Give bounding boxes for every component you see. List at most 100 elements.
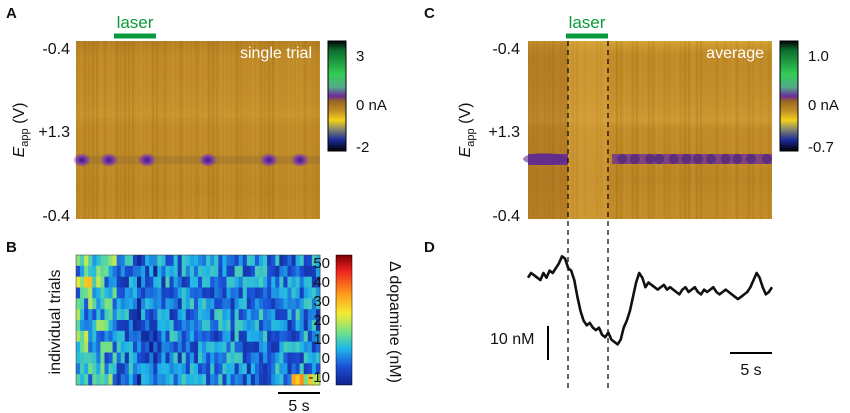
heatmap-stripe xyxy=(228,41,230,219)
trial-cell xyxy=(153,352,158,364)
trial-cell xyxy=(198,341,203,353)
trial-cell xyxy=(283,298,288,310)
trial-cell xyxy=(242,287,248,299)
trial-cell xyxy=(145,330,150,343)
heatmap-stripe xyxy=(244,41,246,219)
trial-cell xyxy=(173,363,179,375)
trial-cell xyxy=(307,255,313,267)
trial-cell xyxy=(100,255,105,267)
trial-cell xyxy=(137,276,142,288)
trial-cell xyxy=(315,341,321,353)
trial-cell xyxy=(279,320,284,332)
trial-cell xyxy=(185,276,191,288)
trial-cell xyxy=(210,320,215,332)
trial-cell xyxy=(185,255,191,267)
trial-cell xyxy=(202,363,207,375)
trial-cell xyxy=(283,374,288,386)
trial-cell xyxy=(193,309,199,321)
trial-cell xyxy=(100,320,105,332)
heatmap-stripe xyxy=(744,41,746,219)
trial-cell xyxy=(202,287,207,299)
trial-cell xyxy=(279,276,284,288)
trial-cell xyxy=(124,330,130,343)
trial-cell xyxy=(193,374,199,386)
trial-cell xyxy=(287,276,292,288)
trial-cell xyxy=(198,287,203,299)
trial-cell xyxy=(246,265,252,278)
panel-a-colorbar-max: 3 xyxy=(356,48,364,65)
trial-cell xyxy=(283,320,288,332)
trial-cell xyxy=(259,276,264,288)
heatmap-stripe xyxy=(680,41,682,219)
trial-cell xyxy=(271,363,276,375)
trial-cell xyxy=(153,276,158,288)
trial-cell xyxy=(88,374,93,386)
trial-cell xyxy=(189,374,195,386)
heatmap-stripe xyxy=(564,41,566,219)
panel-d-letter: D xyxy=(424,239,435,256)
trial-cell xyxy=(234,374,240,386)
svg-text:Eapp (V): Eapp (V) xyxy=(457,103,477,158)
trial-cell xyxy=(84,363,89,375)
trial-cell xyxy=(153,320,158,332)
trial-cell xyxy=(287,320,292,332)
trial-cell xyxy=(238,276,244,288)
trial-cell xyxy=(161,374,166,386)
trial-cell xyxy=(108,287,113,299)
trial-cell xyxy=(112,276,118,288)
trial-cell xyxy=(128,255,134,267)
oxidation-band-baseline xyxy=(76,156,320,164)
trial-cell xyxy=(76,276,81,288)
trial-cell xyxy=(149,255,154,267)
trial-cell xyxy=(104,309,109,321)
trial-cell xyxy=(295,276,301,288)
trial-cell xyxy=(202,265,207,278)
trial-cell xyxy=(214,374,219,386)
trial-cell xyxy=(185,352,191,364)
trial-cell xyxy=(259,255,264,267)
trial-cell xyxy=(287,255,292,267)
trial-cell xyxy=(218,374,223,386)
trial-cell xyxy=(177,276,183,288)
panel-b-heatmap-frame xyxy=(75,254,321,386)
heatmap-stripe xyxy=(288,41,290,219)
trial-cell xyxy=(76,341,81,353)
trial-cell xyxy=(287,352,292,364)
oxidation-band-node xyxy=(681,154,692,164)
heatmap-stripe xyxy=(140,41,142,219)
trial-cell xyxy=(303,298,309,310)
heatmap-stripe xyxy=(764,41,766,219)
trial-cell xyxy=(206,374,211,386)
trial-cell xyxy=(108,298,113,310)
trial-cell xyxy=(165,330,170,343)
trial-cell xyxy=(169,276,174,288)
trial-cell xyxy=(267,276,272,288)
trial-cell xyxy=(177,287,183,299)
trial-cell xyxy=(165,320,170,332)
trial-cell xyxy=(169,363,174,375)
heatmap-stripe xyxy=(156,41,158,219)
trial-cell xyxy=(157,363,162,375)
trial-cell xyxy=(299,341,305,353)
trial-cell xyxy=(80,265,85,278)
trial-cell xyxy=(263,276,268,288)
trial-cell xyxy=(108,320,113,332)
trial-cell xyxy=(259,320,264,332)
trial-cell xyxy=(132,352,138,364)
heatmap-stripe xyxy=(584,41,586,219)
trial-cell xyxy=(222,352,227,364)
trial-cell xyxy=(210,309,215,321)
trial-cell xyxy=(246,341,252,353)
trial-cell xyxy=(104,341,109,353)
trial-cell xyxy=(226,298,231,310)
panel-b-letter: B xyxy=(6,239,17,256)
heatmap-stripe xyxy=(684,41,686,219)
trial-cell xyxy=(307,320,313,332)
trial-cell xyxy=(230,255,235,267)
heatmap-stripe xyxy=(756,41,758,219)
trial-cell xyxy=(303,363,309,375)
trial-cell xyxy=(234,309,240,321)
trial-cell xyxy=(76,320,81,332)
trial-cell xyxy=(104,320,109,332)
heatmap-stripe xyxy=(628,41,630,219)
